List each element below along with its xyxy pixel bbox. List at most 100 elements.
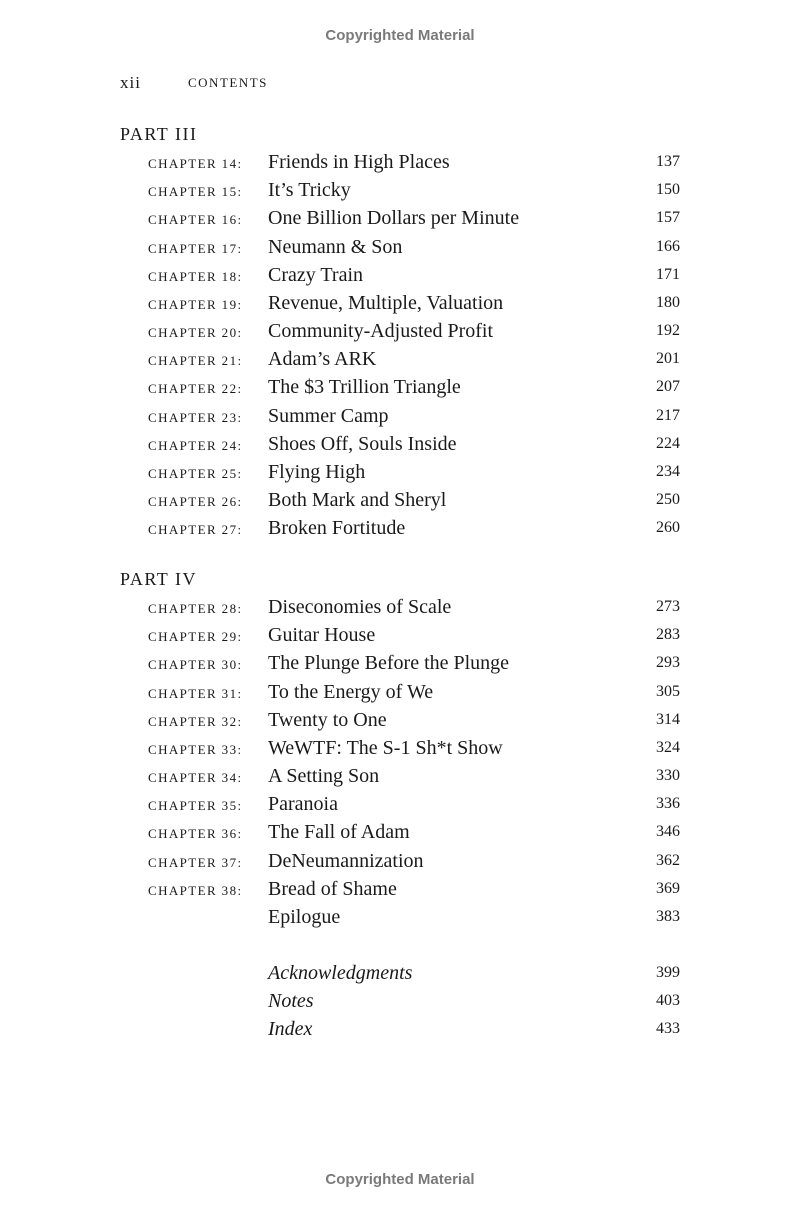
chapter-label: CHAPTER 15: bbox=[148, 180, 243, 201]
chapter-title: Shoes Off, Souls Inside bbox=[268, 432, 457, 455]
page-number: 399 bbox=[656, 964, 680, 981]
chapter-label: CHAPTER 30: bbox=[148, 653, 243, 674]
toc-entry[interactable]: CHAPTER 22: The $3 Trillion Triangle 207 bbox=[148, 373, 680, 401]
chapter-title: WeWTF: The S-1 Sh*t Show bbox=[268, 736, 503, 759]
chapter-title: It’s Tricky bbox=[268, 179, 351, 202]
toc-entry[interactable]: CHAPTER 38: Bread of Shame 369 bbox=[148, 875, 680, 903]
page-number: 403 bbox=[656, 992, 680, 1010]
toc-entry[interactable]: CHAPTER 17: Neumann & Son 166 bbox=[148, 233, 680, 261]
chapter-label: CHAPTER 25: bbox=[148, 461, 243, 482]
page-number: 314 bbox=[656, 710, 680, 728]
chapter-title: A Setting Son bbox=[268, 765, 380, 788]
chapter-label: CHAPTER 27: bbox=[148, 518, 243, 539]
page-number: 150 bbox=[656, 181, 680, 199]
chapter-title: Epilogue bbox=[268, 905, 341, 928]
chapter-label: CHAPTER 36: bbox=[148, 822, 243, 843]
chapter-title: Both Mark and Sheryl bbox=[268, 488, 447, 511]
chapter-title: One Billion Dollars per Minute bbox=[268, 207, 520, 230]
chapter-label: CHAPTER 16: bbox=[148, 208, 243, 229]
chapter-title: The Plunge Before the Plunge bbox=[268, 652, 510, 675]
page-number: 362 bbox=[656, 851, 680, 869]
page-number: 157 bbox=[656, 209, 680, 227]
chapter-title: Neumann & Son bbox=[268, 235, 403, 258]
chapter-label: CHAPTER 37: bbox=[148, 850, 243, 871]
toc-entry[interactable]: CHAPTER 19: Revenue, Multiple, Valuation 1… bbox=[148, 289, 680, 317]
toc-entry[interactable]: CHAPTER 30: The Plunge Before the Plunge 2… bbox=[148, 649, 680, 677]
watermark-top: Copyrighted Material bbox=[325, 27, 475, 44]
back-matter-entry[interactable]: Index 433 bbox=[148, 1015, 680, 1043]
page-number: 207 bbox=[656, 378, 680, 396]
toc-entry[interactable]: CHAPTER 15: It’s Tricky 150 bbox=[148, 176, 680, 204]
page-number: 166 bbox=[656, 237, 680, 255]
toc-entry[interactable]: CHAPTER 16: One Billion Dollars per Minut… bbox=[148, 204, 680, 232]
toc-entry[interactable]: CHAPTER 31: To the Energy of We 305 bbox=[148, 678, 680, 706]
chapter-label: CHAPTER 28: bbox=[148, 597, 243, 618]
chapter-label: CHAPTER 31: bbox=[148, 681, 243, 702]
back-matter-entry[interactable]: Notes 403 bbox=[148, 987, 680, 1015]
page-number: 260 bbox=[656, 519, 680, 537]
back-matter-entry[interactable]: Acknowledgments 399 bbox=[148, 959, 680, 987]
chapter-label: CHAPTER 34: bbox=[148, 766, 243, 787]
page-number: 224 bbox=[656, 434, 680, 452]
page-number: 346 bbox=[656, 823, 680, 841]
part-title: PART IV bbox=[120, 569, 197, 589]
page-number: 192 bbox=[656, 322, 680, 340]
toc-entry[interactable]: CHAPTER 28: Diseconomies of Scale 273 bbox=[148, 593, 680, 621]
toc-entry[interactable]: CHAPTER 18: Crazy Train 171 bbox=[148, 261, 680, 289]
chapter-label: CHAPTER 33: bbox=[148, 737, 243, 758]
page-folio: xii bbox=[120, 73, 141, 92]
toc-entry[interactable]: CHAPTER 32: Twenty to One 314 bbox=[148, 706, 680, 734]
page-number: 171 bbox=[656, 265, 680, 283]
toc-entry[interactable]: Epilogue 383 bbox=[148, 903, 680, 931]
chapter-title: The Fall of Adam bbox=[268, 821, 410, 844]
page-number: 180 bbox=[656, 293, 680, 311]
toc-entry[interactable]: CHAPTER 27: Broken Fortitude 260 bbox=[148, 514, 680, 542]
page-number: 433 bbox=[656, 1020, 680, 1038]
chapter-label: CHAPTER 35: bbox=[148, 794, 243, 815]
page-number: 305 bbox=[656, 682, 680, 700]
chapter-title: Guitar House bbox=[268, 624, 376, 647]
page-number: 217 bbox=[656, 406, 680, 424]
chapter-label: CHAPTER 23: bbox=[148, 405, 243, 426]
toc-entry[interactable]: CHAPTER 25: Flying High 234 bbox=[148, 458, 680, 486]
toc-entry[interactable]: CHAPTER 24: Shoes Off, Souls Inside 224 bbox=[148, 430, 680, 458]
chapter-label: CHAPTER 19: bbox=[148, 292, 243, 313]
chapter-label: CHAPTER 38: bbox=[148, 878, 243, 899]
chapter-title: Diseconomies of Scale bbox=[268, 596, 452, 619]
page-number: 293 bbox=[656, 654, 680, 672]
chapter-label: CHAPTER 22: bbox=[148, 377, 243, 398]
toc-entry[interactable]: CHAPTER 14: Friends in High Places 137 bbox=[148, 148, 680, 176]
toc-entry[interactable]: CHAPTER 29: Guitar House 283 bbox=[148, 621, 680, 649]
chapter-title: The $3 Trillion Triangle bbox=[268, 376, 461, 399]
chapter-title: Adam’s ARK bbox=[268, 348, 377, 371]
chapter-label: CHAPTER 21: bbox=[148, 349, 243, 370]
chapter-label: CHAPTER 26: bbox=[148, 489, 243, 510]
back-matter-title: Notes bbox=[268, 990, 314, 1013]
page-number: 250 bbox=[656, 490, 680, 508]
part-title: PART III bbox=[120, 124, 198, 144]
chapter-title: Friends in High Places bbox=[268, 151, 450, 174]
page-number: 330 bbox=[656, 767, 680, 785]
toc-entry[interactable]: CHAPTER 37: DeNeumannization 362 bbox=[148, 847, 680, 875]
toc-entry[interactable]: CHAPTER 23: Summer Camp 217 bbox=[148, 402, 680, 430]
chapter-title: Crazy Train bbox=[268, 263, 363, 286]
toc-entry[interactable]: CHAPTER 21: Adam’s ARK 201 bbox=[148, 345, 680, 373]
toc-entry[interactable]: CHAPTER 33: WeWTF: The S-1 Sh*t Show 324 bbox=[148, 734, 680, 762]
chapter-title: To the Energy of We bbox=[268, 680, 434, 703]
page-number: 201 bbox=[656, 350, 680, 368]
chapter-title: Revenue, Multiple, Valuation bbox=[268, 291, 504, 314]
chapter-label: CHAPTER 32: bbox=[148, 709, 243, 730]
chapter-title: Flying High bbox=[268, 460, 366, 483]
toc-entry[interactable]: CHAPTER 36: The Fall of Adam 346 bbox=[148, 818, 680, 846]
toc-entry[interactable]: CHAPTER 20: Community-Adjusted Profit 192 bbox=[148, 317, 680, 345]
toc-entry[interactable]: CHAPTER 26: Both Mark and Sheryl 250 bbox=[148, 486, 680, 514]
page-number: 383 bbox=[656, 907, 680, 925]
chapter-title: Broken Fortitude bbox=[268, 517, 406, 540]
page-number: 336 bbox=[656, 795, 680, 813]
chapter-label: CHAPTER 18: bbox=[148, 264, 243, 285]
toc-entry[interactable]: CHAPTER 34: A Setting Son 330 bbox=[148, 762, 680, 790]
running-header: xii CONTENTS bbox=[120, 71, 266, 93]
toc-entry[interactable]: CHAPTER 35: Paranoia 336 bbox=[148, 790, 680, 818]
chapter-title: Paranoia bbox=[268, 793, 338, 816]
page-number: 369 bbox=[656, 879, 680, 897]
